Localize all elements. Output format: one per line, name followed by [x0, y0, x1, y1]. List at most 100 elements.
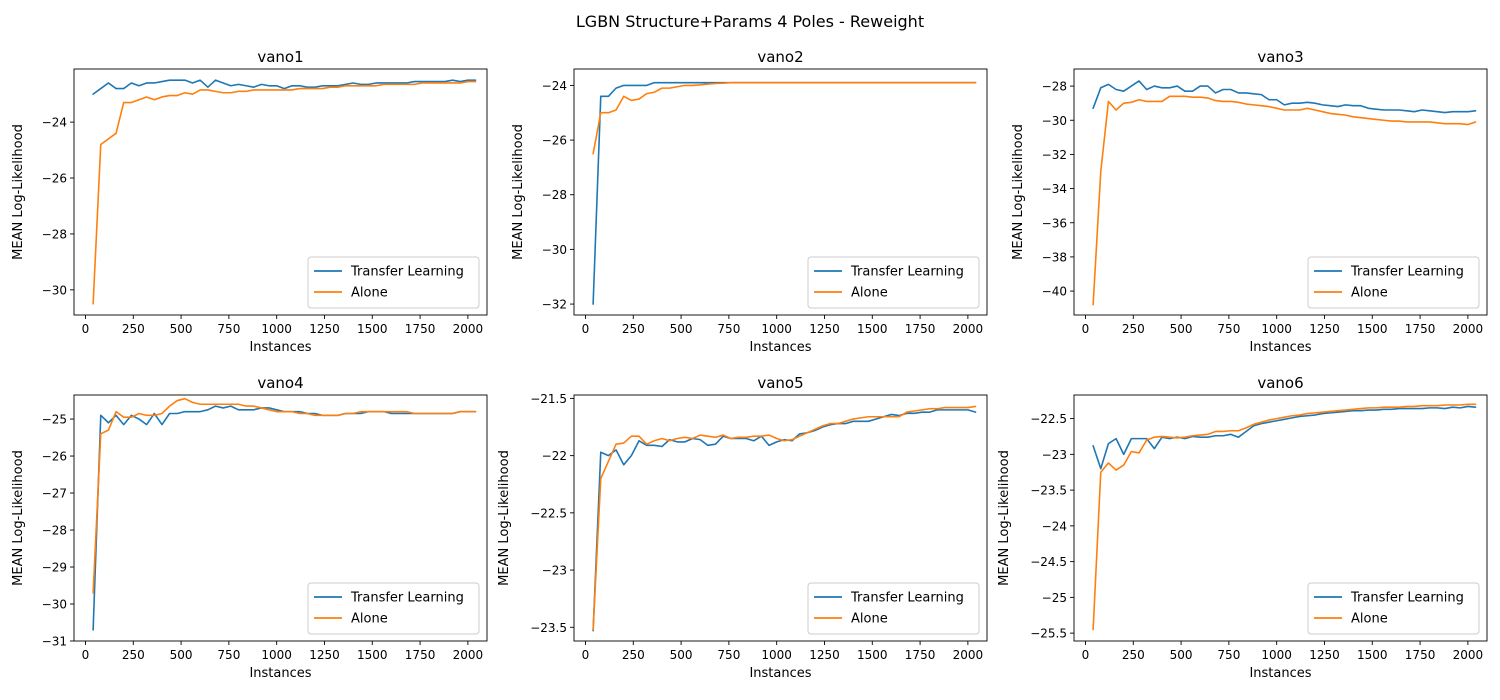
chart-vano2-xtick-label: 1250 — [809, 322, 840, 336]
chart-vano3-xlabel: Instances — [1249, 340, 1311, 355]
chart-vano4-ytick-label: −27 — [42, 487, 67, 501]
chart-vano2-legend-label: Alone — [851, 286, 888, 301]
chart-vano6-ytick-label: −25 — [1042, 591, 1067, 605]
chart-vano1-xtick-label: 1250 — [309, 322, 340, 336]
chart-vano5-ytick-label: −21.5 — [530, 392, 567, 406]
chart-vano1-ytick-label: −24 — [42, 116, 67, 130]
chart-vano6-xtick-label: 250 — [1122, 648, 1145, 662]
chart-vano4-legend: Transfer Learning Alone — [307, 582, 480, 635]
chart-vano1-ytick-label: −30 — [42, 283, 67, 297]
chart-vano3-xtick-label: 500 — [1170, 322, 1193, 336]
chart-vano1-xtick-label: 250 — [122, 322, 145, 336]
chart-vano2-panel: vano2 0 250 500 750 1000 1250 1500 1750 2000 −32 −3… — [511, 48, 988, 355]
chart-vano1-ytick-label: −26 — [42, 172, 67, 186]
chart-vano5-ytick-label: −22.5 — [530, 506, 567, 520]
chart-vano2-xtick-label: 0 — [582, 322, 590, 336]
chart-vano3-xtick-label: 750 — [1217, 322, 1240, 336]
chart-vano3-xtick-label: 1500 — [1357, 322, 1388, 336]
chart-vano1-ytick-label: −28 — [42, 227, 67, 241]
chart-vano6-legend-box — [1307, 582, 1480, 635]
chart-vano4-xtick-label: 2000 — [453, 648, 484, 662]
chart-vano3-legend-label: Alone — [1351, 286, 1388, 301]
chart-vano5-ytick-label: −22 — [542, 449, 567, 463]
chart-vano6-ytick-label: −25.5 — [1030, 627, 1067, 641]
chart-vano3-xtick-label: 250 — [1122, 322, 1145, 336]
chart-vano3-xtick-label: 0 — [1082, 322, 1090, 336]
chart-vano6-title: vano6 — [1257, 374, 1303, 392]
chart-vano5-xtick-label: 2000 — [953, 648, 984, 662]
chart-vano2-ytick-label: −32 — [542, 298, 567, 312]
chart-vano6-line-alone — [1092, 403, 1477, 631]
chart-vano3-ytick-label: −38 — [1042, 250, 1067, 264]
chart-vano5-xtick-label: 1000 — [761, 648, 792, 662]
chart-vano6-legend: Transfer Learning Alone — [1307, 582, 1480, 635]
chart-vano1-legend-box — [307, 256, 480, 309]
chart-vano5-xtick-label: 500 — [670, 648, 693, 662]
chart-vano2-xtick-label: 2000 — [953, 322, 984, 336]
chart-vano5-ytick-label: −23.5 — [530, 621, 567, 635]
chart-vano4-legend-label: Alone — [351, 612, 388, 627]
chart-vano5-line-alone — [592, 405, 977, 631]
chart-vano4-panel: vano4 0 250 500 750 1000 1250 1500 1750 2000 −31 −3… — [11, 374, 488, 681]
chart-vano2-xtick-label: 250 — [622, 322, 645, 336]
chart-vano2-ytick-label: −28 — [542, 188, 567, 202]
chart-vano3-title: vano3 — [1257, 48, 1303, 66]
chart-vano6-panel: vano6 0 250 500 750 1000 1250 1500 1750 2000 −25.5… — [997, 374, 1488, 681]
chart-vano4-legend-label: Transfer Learning — [350, 591, 464, 606]
chart-vano6-xtick-label: 1500 — [1357, 648, 1388, 662]
chart-vano1-xlabel: Instances — [249, 340, 311, 355]
chart-vano4-legend-box — [307, 582, 480, 635]
chart-vano4-xtick-label: 1750 — [405, 648, 436, 662]
chart-vano5-xtick-label: 1500 — [857, 648, 888, 662]
chart-vano5-xtick-label: 750 — [717, 648, 740, 662]
chart-vano2-xlabel: Instances — [749, 340, 811, 355]
chart-vano4-ytick-label: −31 — [42, 635, 67, 649]
chart-vano6-ytick-label: −22.5 — [1030, 412, 1067, 426]
chart-vano6-xtick-label: 1000 — [1261, 648, 1292, 662]
chart-vano2-ytick-label: −26 — [542, 134, 567, 148]
chart-vano4-ytick-label: −30 — [42, 598, 67, 612]
chart-vano4-xtick-label: 250 — [122, 648, 145, 662]
chart-vano2-title: vano2 — [757, 48, 803, 66]
chart-vano3-ytick-label: −30 — [1042, 114, 1067, 128]
chart-vano6-ytick-label: −23 — [1042, 448, 1067, 462]
chart-vano6-ytick-label: −24.5 — [1030, 555, 1067, 569]
chart-vano1-title: vano1 — [257, 48, 303, 66]
chart-vano4-ytick-label: −29 — [42, 561, 67, 575]
chart-vano2-frame — [573, 68, 988, 316]
chart-vano1-xtick-label: 500 — [170, 322, 193, 336]
chart-vano2-line-alone — [592, 81, 977, 155]
chart-vano1-legend-label: Alone — [351, 286, 388, 301]
chart-vano1-legend: Transfer Learning Alone — [307, 256, 480, 309]
chart-vano4-ytick-label: −26 — [42, 450, 67, 464]
chart-vano3-xtick-label: 1250 — [1309, 322, 1340, 336]
chart-vano2-xtick-label: 1750 — [905, 322, 936, 336]
chart-vano6-xtick-label: 2000 — [1453, 648, 1484, 662]
chart-vano3-ytick-label: −32 — [1042, 148, 1067, 162]
chart-vano2-xtick-label: 750 — [717, 322, 740, 336]
chart-vano1-xtick-label: 1500 — [357, 322, 388, 336]
chart-vano4-ytick-label: −25 — [42, 413, 67, 427]
chart-vano6-xtick-label: 500 — [1170, 648, 1193, 662]
chart-vano6-xlabel: Instances — [1249, 666, 1311, 681]
chart-vano2-xtick-label: 1000 — [761, 322, 792, 336]
chart-vano5-title: vano5 — [757, 374, 803, 392]
chart-vano2-ytick-label: −24 — [542, 79, 567, 93]
chart-vano6-ylabel: MEAN Log-Likelihood — [997, 450, 1012, 586]
chart-vano6-xtick-label: 0 — [1082, 648, 1090, 662]
chart-vano5-ytick-label: −23 — [542, 564, 567, 578]
chart-vano1-xtick-label: 1750 — [405, 322, 436, 336]
subplot-grid: vano1 0 250 500 750 1000 1250 1500 1750 2000 −30 −2… — [11, 48, 1488, 681]
chart-vano6-legend-label: Transfer Learning — [1350, 591, 1464, 606]
chart-vano2-legend-box — [807, 256, 980, 309]
chart-vano1-line-transfer-learning — [92, 79, 477, 95]
chart-vano4-ytick-label: −28 — [42, 524, 67, 538]
chart-vano4-frame — [73, 394, 488, 642]
chart-vano4-ylabel: MEAN Log-Likelihood — [11, 450, 26, 586]
chart-vano3-ytick-label: −40 — [1042, 285, 1067, 299]
chart-vano2-ytick-label: −30 — [542, 243, 567, 257]
chart-vano5-ylabel: MEAN Log-Likelihood — [497, 450, 512, 586]
chart-vano1-xtick-label: 2000 — [453, 322, 484, 336]
chart-vano2-ylabel: MEAN Log-Likelihood — [511, 124, 526, 260]
